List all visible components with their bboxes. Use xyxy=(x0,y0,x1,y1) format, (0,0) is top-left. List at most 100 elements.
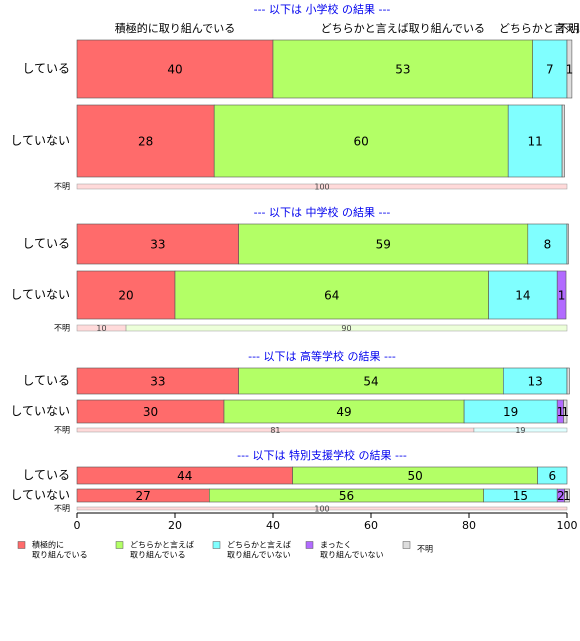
legend-swatch xyxy=(305,541,314,549)
panel-title: --- 以下は 特別支援学校 の結果 --- xyxy=(237,448,407,462)
x-tick-label: 0 xyxy=(74,519,81,532)
bar-value-label: 15 xyxy=(513,489,528,503)
legend-label: どちらかと言えば xyxy=(227,540,291,550)
bar-value-label: 33 xyxy=(150,238,165,252)
bar-segment xyxy=(213,104,509,178)
top-category-label: 積極的に取り組んでいる xyxy=(115,21,235,35)
legend-swatch xyxy=(402,541,411,549)
unknown-bar-value-label: 81 xyxy=(270,426,280,435)
unknown-bar-value-label: 100 xyxy=(314,505,329,514)
bar-value-label: 64 xyxy=(324,289,339,303)
bar-segment xyxy=(566,223,569,265)
bar-segment xyxy=(537,466,568,485)
bar-value-label: 1 xyxy=(558,289,566,303)
unknown-row-label: 不明 xyxy=(54,426,70,435)
row-label: している xyxy=(22,374,70,388)
row-label: している xyxy=(22,62,70,76)
bar-segment xyxy=(272,39,534,99)
unknown-bar-segment xyxy=(76,506,568,511)
unknown-bar-value-label: 10 xyxy=(96,324,106,333)
legend-label: 取り組んでいる xyxy=(130,550,186,560)
top-category-label: どちらかと言えば取り組んでいる xyxy=(321,22,485,35)
bar-value-label: 50 xyxy=(407,469,422,483)
bar-segment xyxy=(76,223,239,265)
unknown-row-label: 不明 xyxy=(54,324,70,333)
bar-value-label: 20 xyxy=(118,289,133,303)
bar-value-label: 60 xyxy=(354,135,369,149)
row-label: していない xyxy=(10,134,70,148)
unknown-bar-segment xyxy=(76,183,568,190)
row-label: している xyxy=(22,468,70,482)
unknown-row-label: 不明 xyxy=(54,504,70,513)
unknown-bar-segment xyxy=(125,324,568,332)
top-category-label: 不明 xyxy=(558,22,580,35)
bar-value-label: 1 xyxy=(561,405,569,419)
bar-value-label: 1 xyxy=(557,405,565,419)
bar-value-label: 33 xyxy=(150,375,165,389)
bar-value-label: 49 xyxy=(336,405,351,419)
bar-segment xyxy=(238,367,504,395)
bar-value-label: 27 xyxy=(136,489,151,503)
bar-value-label: 28 xyxy=(138,135,153,149)
unknown-bar-value-label: 90 xyxy=(341,324,351,333)
bar-value-label: 14 xyxy=(515,289,530,303)
bar-value-label: 40 xyxy=(167,63,182,77)
bar-segment xyxy=(556,270,567,320)
bar-value-label: 7 xyxy=(546,63,554,77)
bar-segment xyxy=(76,104,215,178)
unknown-bar-value-label: 19 xyxy=(515,426,525,435)
bar-segment xyxy=(174,270,489,320)
x-tick-label: 80 xyxy=(462,519,476,532)
bar-value-label: 1 xyxy=(566,63,574,77)
row-label: している xyxy=(22,237,70,251)
bar-segment xyxy=(563,399,568,424)
bar-segment xyxy=(502,367,568,395)
bar-value-label: 59 xyxy=(376,238,391,252)
bar-segment xyxy=(507,104,563,178)
unknown-bar-segment xyxy=(473,427,568,433)
row-label: していない xyxy=(10,404,70,418)
unknown-bar-value-label: 100 xyxy=(314,183,329,192)
bar-value-label: 54 xyxy=(363,375,378,389)
legend-label: 積極的に xyxy=(32,540,64,550)
bar-value-label: 13 xyxy=(528,375,543,389)
legend-swatch xyxy=(17,541,26,549)
unknown-row-label: 不明 xyxy=(54,182,70,191)
bar-segment xyxy=(76,367,239,395)
x-tick-label: 20 xyxy=(168,519,182,532)
bar-value-label: 56 xyxy=(339,489,354,503)
legend-label: 取り組んでいない xyxy=(320,550,384,560)
panel-title: --- 以下は 中学校 の結果 --- xyxy=(254,205,391,219)
row-label: していない xyxy=(10,288,70,302)
bar-value-label: 8 xyxy=(544,238,552,252)
row-label: していない xyxy=(10,488,70,502)
legend-swatch xyxy=(212,541,221,549)
bar-value-label: 19 xyxy=(503,405,518,419)
panel-title: --- 以下は 高等学校 の結果 --- xyxy=(248,349,396,363)
bar-segment xyxy=(564,488,570,503)
legend-label: 不明 xyxy=(417,545,433,554)
legend-swatch xyxy=(115,541,124,549)
bar-value-label: 1 xyxy=(563,489,571,503)
bar-value-label: 44 xyxy=(177,469,192,483)
bar-value-label: 53 xyxy=(395,63,410,77)
bar-value-label: 11 xyxy=(528,135,543,149)
x-tick-label: 60 xyxy=(364,519,378,532)
bar-value-label: 2 xyxy=(557,489,565,503)
legend-label: 取り組んでいる xyxy=(32,550,88,560)
bar-segment xyxy=(527,223,568,265)
top-category-label: どちらかと言えば xyxy=(499,22,580,35)
bar-value-label: 6 xyxy=(548,469,556,483)
x-tick-label: 40 xyxy=(266,519,280,532)
bar-segment xyxy=(561,104,565,178)
bar-segment xyxy=(76,270,176,320)
legend-label: どちらかと言えば xyxy=(130,540,194,550)
bar-value-label: 30 xyxy=(143,405,158,419)
legend-label: まったく xyxy=(320,541,352,550)
bar-segment xyxy=(566,367,570,395)
legend-label: 取り組んでいない xyxy=(227,550,291,560)
bar-segment xyxy=(566,39,573,99)
x-tick-label: 100 xyxy=(557,519,578,532)
